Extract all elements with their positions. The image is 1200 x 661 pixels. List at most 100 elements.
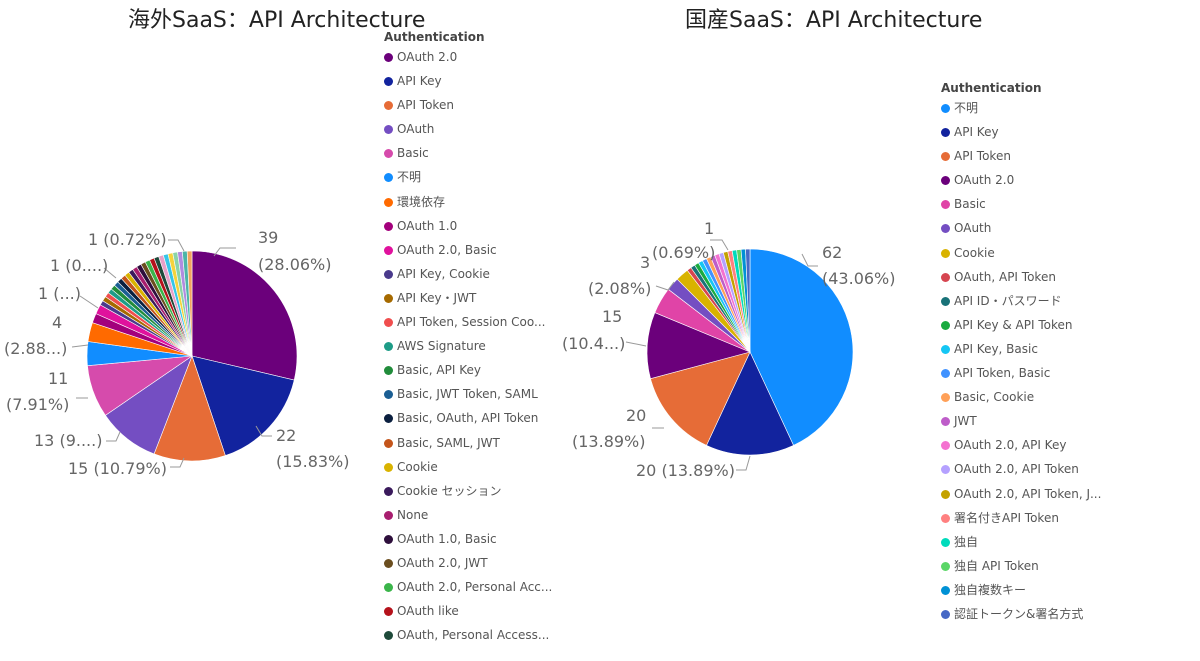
- legend-item[interactable]: OAuth 2.0, API Token: [941, 457, 1116, 481]
- legend-label: Basic, OAuth, API Token: [397, 411, 539, 426]
- legend-item[interactable]: Basic, Cookie: [941, 385, 1116, 409]
- legend-label: Basic, API Key: [397, 363, 481, 378]
- legend-item[interactable]: OAuth 1.0, Basic: [384, 527, 559, 551]
- legend-item[interactable]: 不明: [941, 96, 1116, 120]
- legend-item[interactable]: API Key, Cookie: [384, 262, 559, 286]
- legend-marker-icon: [384, 101, 393, 111]
- legend-item[interactable]: 不明: [384, 165, 559, 189]
- leader-line: [103, 267, 117, 279]
- legend-item[interactable]: Cookie: [941, 241, 1116, 265]
- legend-item[interactable]: API Key: [384, 69, 559, 93]
- leader-line: [710, 239, 729, 251]
- legend-item[interactable]: Basic: [384, 141, 559, 165]
- pie-slice[interactable]: [706, 351, 794, 456]
- legend-overseas: Authentication OAuth 2.0 API Key API Token…: [384, 29, 559, 647]
- data-label: (0.69%): [652, 243, 715, 262]
- legend-item[interactable]: Basic, SAML, JWT: [384, 431, 559, 455]
- legend-label: API Key, Basic: [954, 341, 1038, 356]
- legend-label: API Key, Cookie: [397, 266, 490, 281]
- legend-marker-icon: [384, 342, 393, 352]
- data-label: (13.89%): [572, 432, 646, 451]
- legend-label: 不明: [954, 101, 979, 115]
- data-label: 1: [704, 219, 714, 238]
- legend-item[interactable]: Basic, JWT Token, SAML: [384, 382, 559, 406]
- legend-marker-icon: [941, 296, 950, 306]
- legend-item[interactable]: API Key・JWT: [384, 286, 559, 310]
- legend-item[interactable]: Cookie: [384, 455, 559, 479]
- legend-marker-icon: [941, 369, 950, 379]
- legend-item[interactable]: None: [384, 503, 559, 527]
- legend-marker-icon: [941, 609, 950, 619]
- legend-marker-icon: [941, 513, 950, 523]
- pie-slice[interactable]: [650, 351, 751, 446]
- data-label: 1 (0.72%): [88, 230, 167, 249]
- legend-item[interactable]: Basic: [941, 192, 1116, 216]
- legend-label: 認証トークン&署名方式: [954, 606, 1084, 621]
- legend-item[interactable]: 独自複数キー: [941, 578, 1116, 602]
- legend-marker-icon: [384, 53, 393, 62]
- legend-marker-icon: [941, 465, 950, 475]
- leader-line: [71, 344, 89, 348]
- legend-label: OAuth like: [397, 604, 459, 619]
- legend-item[interactable]: OAuth 1.0: [384, 214, 559, 238]
- legend-item[interactable]: OAuth: [384, 117, 559, 141]
- legend-item[interactable]: 署名付きAPI Token: [941, 506, 1116, 530]
- legend-label: Cookie セッション: [397, 483, 502, 498]
- legend-item[interactable]: Cookie セッション: [384, 479, 559, 503]
- legend-label: OAuth: [397, 122, 435, 137]
- legend-item[interactable]: OAuth: [941, 216, 1116, 240]
- legend-marker-icon: [941, 176, 950, 186]
- legend-item[interactable]: API Key, Basic: [941, 337, 1116, 361]
- legend-label: JWT: [954, 414, 977, 429]
- legend-item[interactable]: API Token, Basic: [941, 361, 1116, 385]
- legend-item[interactable]: 独自: [941, 530, 1116, 554]
- legend-item[interactable]: OAuth 2.0, Personal Acc...: [384, 575, 559, 599]
- pie-chart-domestic[interactable]: 62 (43.06%) 20 (13.89%) 20 (13.89%) 15 (10.4..…: [560, 0, 940, 661]
- legend-item[interactable]: OAuth 2.0: [941, 168, 1116, 192]
- legend-item[interactable]: AWS Signature: [384, 334, 559, 358]
- data-label: (7.91%): [6, 395, 69, 414]
- legend-item[interactable]: 独自 API Token: [941, 554, 1116, 578]
- legend-marker-icon: [384, 149, 393, 159]
- legend-item[interactable]: JWT: [941, 409, 1116, 433]
- legend-marker-icon: [384, 631, 393, 641]
- legend-label: Basic, Cookie: [954, 390, 1035, 405]
- pie-chart-overseas[interactable]: 39 (28.06%) 22 (15.83%) 15 (10.79%) 13 (9....…: [0, 0, 384, 661]
- pie-slice[interactable]: [191, 355, 295, 456]
- data-label: 13 (9....): [34, 431, 102, 450]
- legend-item[interactable]: API Key & API Token: [941, 313, 1116, 337]
- legend-item[interactable]: OAuth, API Token: [941, 265, 1116, 289]
- legend-label: AWS Signature: [397, 339, 486, 354]
- legend-item[interactable]: OAuth like: [384, 599, 559, 623]
- legend-item[interactable]: API Token, Session Coo...: [384, 310, 559, 334]
- legend-item[interactable]: OAuth 2.0, Basic: [384, 238, 559, 262]
- legend-item[interactable]: Basic, API Key: [384, 358, 559, 382]
- legend-item[interactable]: OAuth 2.0: [384, 45, 559, 69]
- legend-item[interactable]: API Token: [941, 144, 1116, 168]
- legend-item[interactable]: API Token: [384, 93, 559, 117]
- legend-label: None: [397, 507, 429, 522]
- legend-label: OAuth 1.0, Basic: [397, 531, 497, 546]
- legend-marker-icon: [384, 366, 393, 376]
- legend-marker-icon: [941, 272, 950, 282]
- pie-slice[interactable]: [745, 248, 751, 353]
- pie-slice[interactable]: [749, 248, 854, 446]
- legend-item[interactable]: 環境依存: [384, 190, 559, 214]
- legend-item[interactable]: 認証トークン&署名方式: [941, 602, 1116, 626]
- legend-item[interactable]: API Key: [941, 120, 1116, 144]
- legend-item[interactable]: Basic, OAuth, API Token: [384, 406, 559, 430]
- legend-item[interactable]: OAuth 2.0, JWT: [384, 551, 559, 575]
- pie-slice[interactable]: [186, 250, 193, 357]
- legend-item[interactable]: OAuth 2.0, API Key: [941, 433, 1116, 457]
- leader-line: [655, 281, 675, 291]
- data-label: 11: [48, 369, 68, 388]
- pie-slice[interactable]: [153, 355, 226, 462]
- legend-item[interactable]: API ID・パスワード: [941, 289, 1116, 313]
- legend-marker-icon: [941, 417, 950, 427]
- data-label: (10.4...): [562, 334, 625, 353]
- legend-item[interactable]: OAuth, Personal Access...: [384, 623, 559, 647]
- legend-label: OAuth 2.0, JWT: [397, 555, 488, 570]
- data-label: 20 (13.89%): [636, 461, 735, 480]
- pie-slice[interactable]: [191, 250, 298, 381]
- legend-item[interactable]: OAuth 2.0, API Token, J...: [941, 482, 1116, 506]
